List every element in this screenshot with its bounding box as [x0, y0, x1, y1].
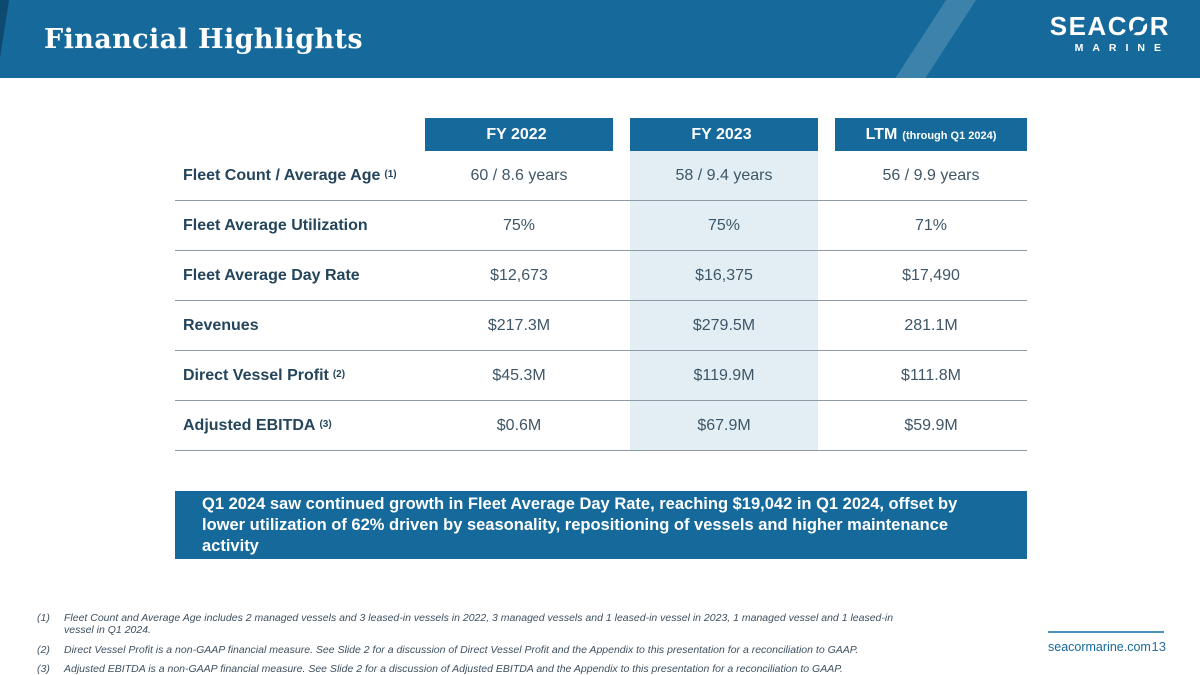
metric-value-fy2022: 60 / 8.6 years [470, 166, 568, 184]
logo-text-left: SEAC [1049, 11, 1128, 41]
seacor-marine-logo: SEACOR MARINE [1050, 13, 1170, 54]
metric-value-fy2023: 75% [707, 216, 741, 234]
footnote-number: (3) [37, 663, 50, 675]
metric-label-text: Fleet Count / Average Age [183, 166, 381, 184]
footnote-item: (3) Adjusted EBITDA is a non-GAAP financ… [37, 663, 917, 675]
diagonal-stripe-decoration [888, 0, 980, 78]
metric-value-fy2022: $12,673 [490, 266, 548, 284]
page-title: Financial Highlights [44, 24, 364, 55]
table-row: Fleet Count / Average Age (1) 60 / 8.6 ye… [175, 151, 1027, 201]
table-row: Revenues $217.3M $279.5M 281.1M [175, 301, 1027, 351]
metric-value-fy2023: $279.5M [692, 316, 756, 334]
logo-subtext: MARINE [1074, 42, 1170, 54]
metric-value-fy2022: 75% [502, 216, 536, 234]
footnote-number: (2) [37, 643, 50, 656]
footer-row: seacormarine.com 13 [1048, 639, 1166, 654]
page-number: 13 [1151, 639, 1166, 654]
metrics-table-body: Fleet Count / Average Age (1) 60 / 8.6 ye… [175, 151, 1027, 451]
website-link[interactable]: seacormarine.com [1048, 640, 1151, 654]
metric-value-fy2023: $119.9M [693, 366, 755, 384]
callout-text: Q1 2024 saw continued growth in Fleet Av… [202, 494, 958, 555]
footnote-number: (1) [37, 612, 50, 624]
metric-label: Revenues [183, 301, 263, 350]
column-header-fy2022: FY 2022 [425, 118, 613, 151]
table-row: Adjusted EBITDA (3) $0.6M $67.9M $59.9M [175, 401, 1027, 451]
metric-label: Direct Vessel Profit (2) [183, 351, 345, 400]
logo-text-right: R [1149, 11, 1170, 41]
metric-value-fy2022: $0.6M [496, 416, 542, 434]
column-header-label: LTM [865, 125, 898, 143]
footnote-marker: (3) [319, 419, 332, 430]
column-header-label: FY 2023 [691, 125, 752, 143]
metric-value-ltm: 56 / 9.9 years [882, 166, 980, 184]
metric-label-text: Adjusted EBITDA [183, 416, 316, 434]
metric-value-ltm: $17,490 [902, 266, 960, 284]
column-header-fy2023: FY 2023 [630, 118, 818, 151]
table-row: Fleet Average Utilization 75% 75% 71% [175, 201, 1027, 251]
metric-label-text: Direct Vessel Profit [183, 366, 329, 384]
metric-value-fy2023: 58 / 9.4 years [675, 166, 773, 184]
logo-wordmark: SEACOR [1050, 13, 1170, 39]
metric-label: Adjusted EBITDA (3) [183, 401, 332, 450]
column-header-ltm: LTM (through Q1 2024) [835, 118, 1027, 151]
metric-value-fy2022: $45.3M [492, 366, 546, 384]
footnote-item: (1) Fleet Count and Average Age includes… [37, 612, 917, 636]
column-header-label: FY 2022 [486, 125, 547, 143]
footer: seacormarine.com 13 [1048, 631, 1166, 654]
metric-value-fy2022: $217.3M [487, 316, 551, 334]
footnotes-section: (1) Fleet Count and Average Age includes… [37, 612, 917, 675]
footer-divider [1048, 631, 1164, 633]
metric-label-text: Fleet Average Day Rate [183, 266, 360, 284]
metric-label: Fleet Average Utilization [183, 201, 372, 250]
metric-label: Fleet Average Day Rate [183, 251, 364, 300]
metric-value-ltm: 281.1M [904, 316, 958, 334]
footnote-item: (2) Direct Vessel Profit is a non-GAAP f… [37, 644, 917, 656]
footnote-marker: (1) [384, 169, 397, 180]
metric-value-ltm: 71% [914, 216, 948, 234]
footnote-text: Direct Vessel Profit is a non-GAAP finan… [64, 643, 859, 656]
callout-banner: Q1 2024 saw continued growth in Fleet Av… [175, 491, 1027, 559]
table-row: Fleet Average Day Rate $12,673 $16,375 $… [175, 251, 1027, 301]
metric-value-ltm: $111.8M [901, 366, 961, 384]
metric-label: Fleet Count / Average Age (1) [183, 151, 397, 200]
footnote-text: Fleet Count and Average Age includes 2 m… [64, 612, 894, 636]
metric-value-ltm: $59.9M [904, 416, 958, 434]
footnote-text: Adjusted EBITDA is a non-GAAP financial … [64, 663, 843, 675]
table-row: Direct Vessel Profit (2) $45.3M $119.9M $… [175, 351, 1027, 401]
metric-label-text: Fleet Average Utilization [183, 216, 368, 234]
column-header-sublabel: (through Q1 2024) [902, 129, 997, 142]
corner-accent-shape [0, 0, 9, 58]
header-band: Financial Highlights SEACOR MARINE [0, 0, 1200, 78]
footnote-marker: (2) [332, 369, 346, 380]
metric-label-text: Revenues [183, 316, 259, 334]
metric-value-fy2023: $16,375 [695, 266, 753, 284]
logo-slashed-o-icon: O [1127, 11, 1150, 41]
metric-value-fy2023: $67.9M [697, 416, 751, 434]
